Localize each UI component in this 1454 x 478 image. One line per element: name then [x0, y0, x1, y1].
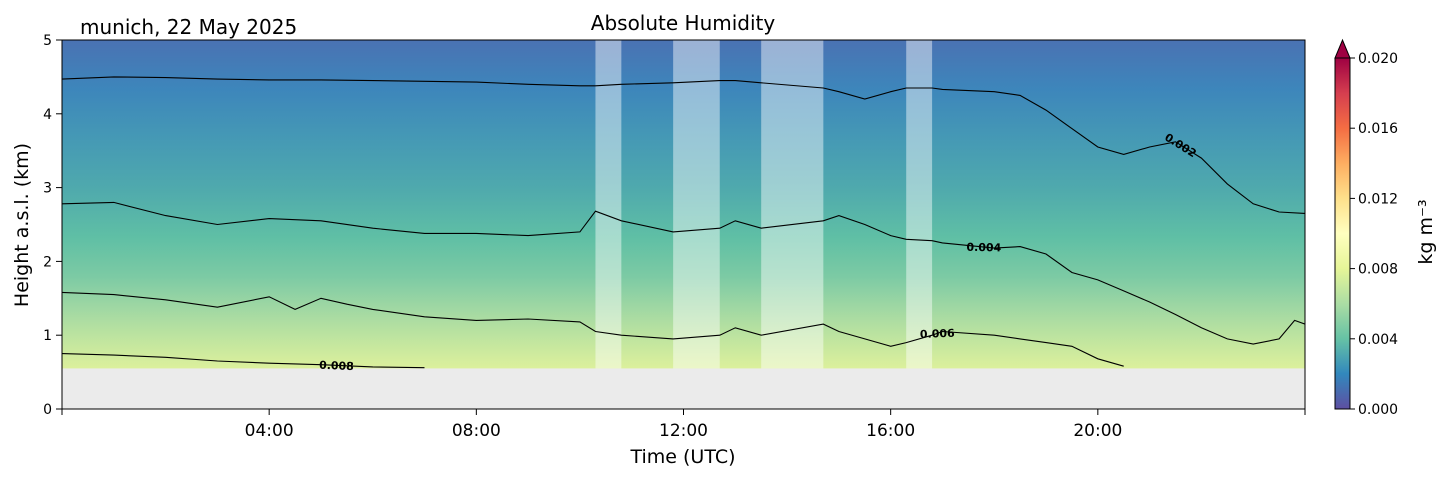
contour-label-0.008: 0.008 — [319, 359, 354, 373]
contour-label-0.004: 0.004 — [966, 241, 1001, 255]
y-tick-label: 4 — [43, 107, 52, 123]
y-tick-label: 1 — [43, 328, 52, 344]
colorbar-tick-label: 0.020 — [1358, 51, 1398, 67]
contour-label-0.006: 0.006 — [920, 327, 956, 341]
masked-period-3 — [906, 40, 933, 369]
masked-period-2 — [761, 40, 824, 369]
y-axis-label: Height a.s.l. (km) — [11, 143, 33, 307]
colorbar-tick-label: 0.012 — [1358, 191, 1398, 207]
y-axis-ticks: 0 1 2 3 4 5 — [43, 33, 62, 418]
x-tick-label: 04:00 — [245, 421, 294, 441]
x-tick-label: 20:00 — [1073, 421, 1122, 441]
contour-line-0.004 — [62, 201, 1305, 345]
contour-line-0.006 — [62, 291, 1124, 367]
x-axis-ticks: 04:00 08:00 12:00 16:00 20:00 — [61, 409, 1306, 441]
x-tick-label: 16:00 — [866, 421, 915, 441]
masked-periods — [595, 40, 933, 369]
y-tick-label: 5 — [43, 33, 52, 49]
colorbar-label: kg m⁻³ — [1415, 199, 1437, 264]
y-tick-label: 3 — [43, 181, 52, 197]
y-tick-label: 0 — [43, 402, 52, 418]
masked-period-1 — [673, 40, 720, 369]
x-tick-label: 08:00 — [452, 421, 501, 441]
contour-line-0.008 — [62, 353, 425, 369]
x-axis-label: Time (UTC) — [629, 446, 735, 468]
y-tick-label: 2 — [43, 254, 52, 270]
humidity-field — [62, 40, 1305, 369]
chart-title: Absolute Humidity — [591, 11, 776, 35]
colorbar-tick-label: 0.008 — [1358, 262, 1398, 278]
colorbar-scale — [1334, 57, 1351, 410]
contour-line-0.002 — [62, 76, 1305, 214]
colorbar-tick-label: 0.016 — [1358, 121, 1398, 137]
colorbar-tick-label: 0.004 — [1358, 332, 1398, 348]
colorbar: 0.000 0.004 0.008 0.012 0.016 0.020 kg m⁻³ — [1334, 38, 1437, 418]
location-date-label: munich, 22 May 2025 — [80, 15, 297, 39]
colorbar-ticks: 0.000 0.004 0.008 0.012 0.016 0.020 — [1350, 51, 1398, 418]
x-tick-label: 12:00 — [659, 421, 708, 441]
masked-period-0 — [595, 40, 622, 369]
colorbar-extend-arrow — [1334, 38, 1351, 59]
colorbar-tick-label: 0.000 — [1358, 402, 1398, 418]
